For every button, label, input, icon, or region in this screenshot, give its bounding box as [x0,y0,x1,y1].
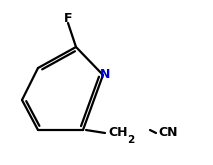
Text: CH: CH [108,126,128,138]
Text: F: F [64,12,72,24]
Text: N: N [100,67,110,81]
Text: CN: CN [158,126,177,138]
Text: 2: 2 [127,135,134,145]
